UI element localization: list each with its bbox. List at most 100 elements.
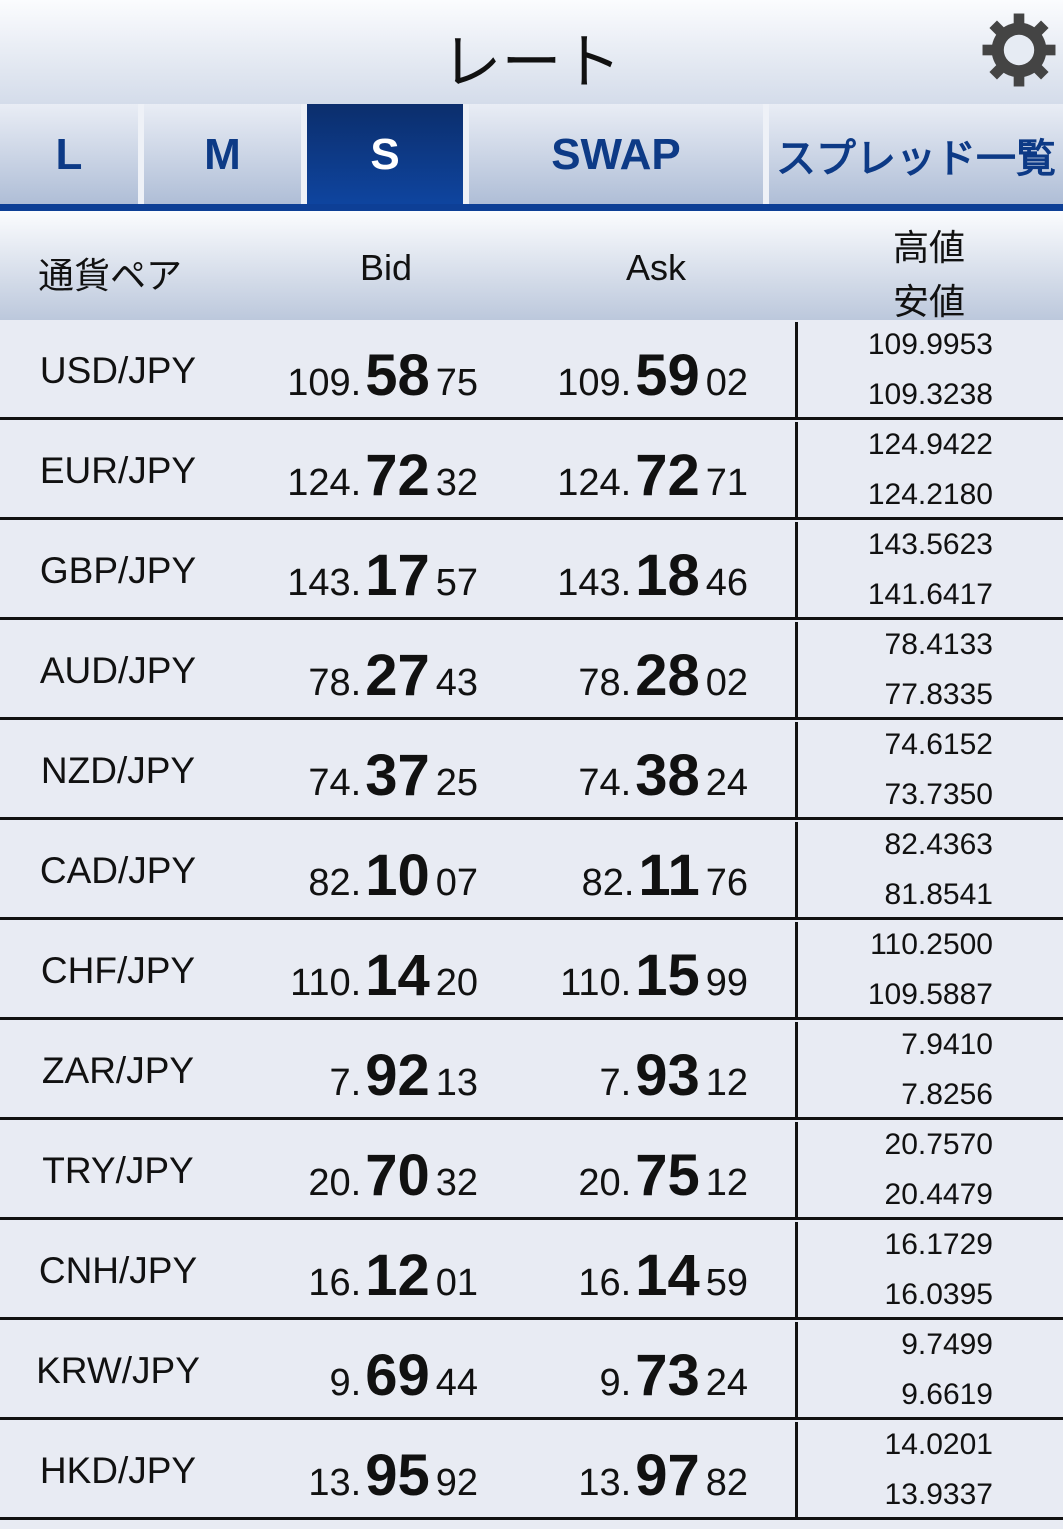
table-row[interactable]: CHF/JPY 110.14 20 110.15 99 110.2500 109.58… [0,920,1063,1020]
table-row[interactable]: NZD/JPY 74.37 25 74.38 24 74.6152 73.7350 [0,720,1063,820]
ask-price-pips: 11 [638,843,700,908]
ask-price-fraction: 02 [705,362,748,404]
tab-s[interactable]: S [307,104,469,206]
table-row[interactable]: GBP/JPY 143.17 57 143.18 46 143.5623 141.64… [0,520,1063,620]
ask-price[interactable]: 7.93 12 [600,1042,749,1109]
bid-price-fraction: 13 [435,1062,478,1104]
tab-swap[interactable]: SWAP [469,104,769,206]
table-header: 通貨ペア Bid Ask 高値 安値 [0,211,1063,322]
low-price: 109.3238 [867,378,993,411]
ask-price-pips: 38 [635,743,700,808]
ask-price[interactable]: 13.97 82 [578,1442,748,1509]
bid-price-pips: 72 [365,443,430,508]
table-row[interactable]: EUR/JPY 124.72 32 124.72 71 124.9422 124.21… [0,420,1063,520]
gear-icon[interactable] [981,12,1057,88]
high-price: 78.4133 [884,628,993,661]
bid-price[interactable]: 110.14 20 [290,942,478,1009]
ask-price[interactable]: 124.72 71 [557,442,748,509]
ask-price-fraction: 12 [705,1062,748,1104]
tab-m[interactable]: M [144,104,307,206]
ask-price-integer: 9. [599,1362,632,1404]
bid-price-integer: 16. [308,1262,362,1304]
bid-price-fraction: 44 [435,1362,478,1404]
ask-price-integer: 13. [578,1462,632,1504]
bid-price[interactable]: 16.12 01 [308,1242,478,1309]
bid-price[interactable]: 124.72 32 [287,442,478,509]
ask-price-fraction: 24 [705,762,748,804]
table-row[interactable]: ZAR/JPY 7.92 13 7.93 12 7.9410 7.8256 [0,1020,1063,1120]
table-row[interactable]: TRY/JPY 20.70 32 20.75 12 20.7570 20.4479 [0,1120,1063,1220]
low-price: 77.8335 [884,678,993,711]
bid-price[interactable]: 7.92 13 [330,1042,479,1109]
tab-spread-list[interactable]: スプレッド一覧 [769,104,1063,206]
currency-pair: AUD/JPY [39,650,197,691]
ask-price[interactable]: 74.38 24 [578,742,748,809]
column-divider [795,822,798,918]
tab-l[interactable]: L [0,104,144,206]
table-row[interactable]: CAD/JPY 82.10 07 82.11 76 82.4363 81.8541 [0,820,1063,920]
bid-price[interactable]: 82.10 07 [308,842,478,909]
ask-price-integer: 20. [578,1162,632,1204]
ask-price-fraction: 46 [705,562,748,604]
ask-price-fraction: 59 [705,1262,748,1304]
tab-bar: L M S SWAP スプレッド一覧 [0,104,1063,206]
bid-price-pips: 27 [365,643,430,708]
ask-price-fraction: 76 [705,862,748,904]
ask-price-integer: 110. [560,962,632,1004]
bid-price-pips: 10 [365,843,430,908]
ask-price-pips: 75 [635,1143,700,1208]
low-price: 73.7350 [884,778,993,811]
currency-pair: EUR/JPY [39,450,197,491]
bid-price-fraction: 32 [435,1162,478,1204]
ask-price[interactable]: 110.15 99 [560,942,748,1009]
column-divider [795,522,798,618]
currency-pair: TRY/JPY [42,1150,194,1191]
ask-price-pips: 93 [635,1043,700,1108]
bid-price-pips: 37 [365,743,430,808]
high-price: 110.2500 [870,928,993,961]
bid-price[interactable]: 143.17 57 [287,542,478,609]
high-price: 143.5623 [867,528,993,561]
low-price: 124.2180 [867,478,993,511]
ask-price[interactable]: 9.73 24 [600,1342,749,1409]
currency-pair: CHF/JPY [40,950,196,991]
bid-price[interactable]: 20.70 32 [308,1142,478,1209]
bid-price-pips: 69 [365,1343,430,1408]
table-row[interactable]: HKD/JPY 13.95 92 13.97 82 14.0201 13.9337 [0,1420,1063,1520]
ask-price[interactable]: 78.28 02 [578,642,748,709]
column-divider [795,322,798,418]
ask-price[interactable]: 82.11 76 [582,842,748,909]
bid-price[interactable]: 13.95 92 [308,1442,478,1509]
bid-price-integer: 143. [287,562,362,604]
low-price: 7.8256 [901,1078,993,1111]
high-price: 124.9422 [867,428,993,461]
currency-pair: ZAR/JPY [41,1050,195,1091]
ask-price-fraction: 12 [705,1162,748,1204]
ask-price[interactable]: 143.18 46 [557,542,748,609]
ask-price[interactable]: 16.14 59 [578,1242,748,1309]
ask-price[interactable]: 20.75 12 [578,1142,748,1209]
table-row[interactable]: USD/JPY 109.58 75 109.59 02 109.9953 109.32… [0,320,1063,420]
rate-list: USD/JPY 109.58 75 109.59 02 109.9953 109.32… [0,320,1063,1520]
bid-price[interactable]: 78.27 43 [308,642,478,709]
ask-price-pips: 72 [635,443,700,508]
bid-price-fraction: 57 [435,562,478,604]
table-row[interactable]: AUD/JPY 78.27 43 78.28 02 78.4133 77.8335 [0,620,1063,720]
ask-price[interactable]: 109.59 02 [557,342,748,409]
low-price: 81.8541 [884,878,993,911]
high-price: 20.7570 [884,1128,993,1161]
table-row[interactable]: KRW/JPY 9.69 44 9.73 24 9.7499 9.6619 [0,1320,1063,1420]
column-divider [795,1122,798,1218]
ask-price-integer: 16. [578,1262,632,1304]
ask-price-integer: 124. [557,462,632,504]
bid-price[interactable]: 74.37 25 [308,742,478,809]
bid-price[interactable]: 9.69 44 [330,1342,479,1409]
bid-price[interactable]: 109.58 75 [287,342,478,409]
currency-pair: NZD/JPY [40,750,196,791]
high-price: 82.4363 [884,828,993,861]
column-divider [795,422,798,518]
title-bar: レート [0,0,1063,104]
column-divider [795,1022,798,1118]
table-row[interactable]: CNH/JPY 16.12 01 16.14 59 16.1729 16.0395 [0,1220,1063,1320]
ask-price-integer: 109. [557,362,632,404]
